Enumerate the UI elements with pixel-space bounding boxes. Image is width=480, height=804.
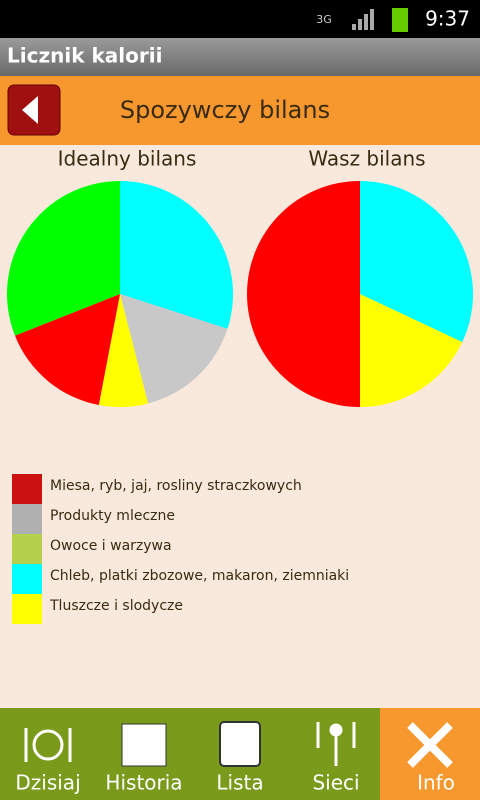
tab-icons bbox=[24, 721, 453, 768]
pie-slice bbox=[247, 181, 360, 407]
pie-slice bbox=[360, 294, 463, 407]
legend-label: Miesa, ryb, jaj, rosliny straczkowych bbox=[50, 478, 302, 494]
pie-slice bbox=[120, 181, 233, 329]
tab-label[interactable]: Sieci bbox=[312, 771, 359, 795]
chart-title: Idealny bilans bbox=[58, 147, 197, 171]
header-title: Spozywczy bilans bbox=[120, 96, 330, 124]
tab-label[interactable]: Lista bbox=[216, 771, 263, 795]
legend-swatch bbox=[12, 534, 42, 564]
back-arrow[interactable] bbox=[22, 96, 38, 124]
back-button[interactable] bbox=[7, 84, 61, 136]
tab-label[interactable]: Dzisiaj bbox=[15, 771, 80, 795]
battery-icon bbox=[392, 8, 408, 32]
chart-title: Wasz bilans bbox=[308, 147, 425, 171]
header bbox=[0, 76, 480, 145]
pie-slice bbox=[6, 181, 120, 336]
pie-slice bbox=[98, 294, 149, 407]
tab-label[interactable]: Historia bbox=[105, 771, 182, 795]
app-title: Licznik kalorii bbox=[7, 44, 162, 68]
tab-label[interactable]: Info bbox=[417, 771, 455, 795]
pie-slice bbox=[120, 294, 228, 404]
tab-selected-bg bbox=[380, 708, 480, 800]
signal-icon bbox=[352, 9, 374, 30]
legend-swatch bbox=[12, 564, 42, 594]
legend-label: Tluszcze i slodycze bbox=[49, 598, 183, 614]
pie-slice bbox=[360, 181, 473, 343]
legend-swatch bbox=[12, 594, 42, 624]
app-bar bbox=[0, 38, 480, 76]
clock: 9:37 bbox=[425, 7, 470, 31]
network: 3G bbox=[316, 13, 332, 26]
legend-swatch bbox=[12, 504, 42, 534]
legend-label: Produkty mleczne bbox=[50, 508, 175, 524]
legend-label: Chleb, platki zbozowe, makaron, ziemniak… bbox=[50, 568, 349, 584]
legend-label: Owoce i warzywa bbox=[50, 538, 172, 554]
legend-swatch bbox=[12, 474, 42, 504]
pie-slice bbox=[14, 294, 120, 405]
